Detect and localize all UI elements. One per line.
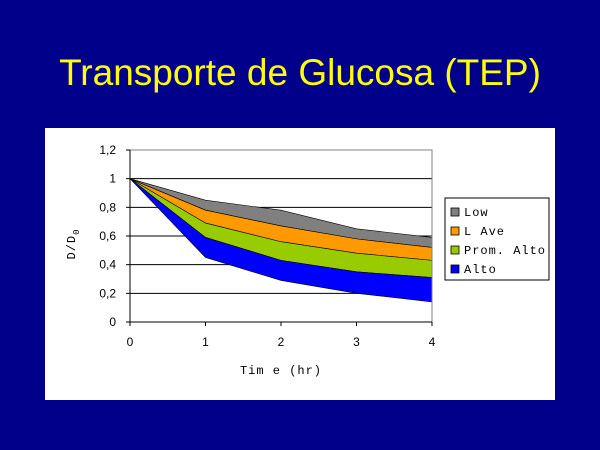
legend-label: Alto <box>464 263 497 277</box>
slide-title: Transporte de Glucosa (TEP) <box>59 52 541 93</box>
y-tick-label: 1 <box>109 172 116 186</box>
x-tick-label: 2 <box>278 335 285 349</box>
legend-swatch <box>450 264 460 274</box>
y-axis-label: D/D0 <box>65 228 82 259</box>
y-tick-label: 0,8 <box>99 200 116 214</box>
y-tick-label: 0,4 <box>99 258 116 272</box>
legend-swatch <box>450 226 460 236</box>
y-tick-label: 0,2 <box>99 286 116 300</box>
legend-label: L Ave <box>464 225 505 239</box>
x-axis-label: Tim e (hr) <box>240 364 322 378</box>
legend: Low L Ave Prom. Alto Alto <box>444 197 550 281</box>
area-series <box>129 178 433 303</box>
x-tick-label: 0 <box>127 335 134 349</box>
legend-box <box>444 197 550 281</box>
legend-swatch <box>450 207 460 217</box>
legend-label: Low <box>464 206 489 220</box>
y-tick-labels: 0 0,2 0,4 0,6 0,8 1 1,2 <box>99 143 130 329</box>
legend-label: Prom. Alto <box>464 244 546 258</box>
x-tick-label: 3 <box>353 335 360 349</box>
legend-swatch <box>450 245 460 255</box>
y-tick-label: 1,2 <box>99 143 116 157</box>
y-tick-label: 0,6 <box>99 229 116 243</box>
y-tick-label: 0 <box>109 315 116 329</box>
x-tick-label: 1 <box>202 335 209 349</box>
x-tick-label: 4 <box>429 335 436 349</box>
x-tick-labels: 0 1 2 3 4 <box>127 322 436 349</box>
